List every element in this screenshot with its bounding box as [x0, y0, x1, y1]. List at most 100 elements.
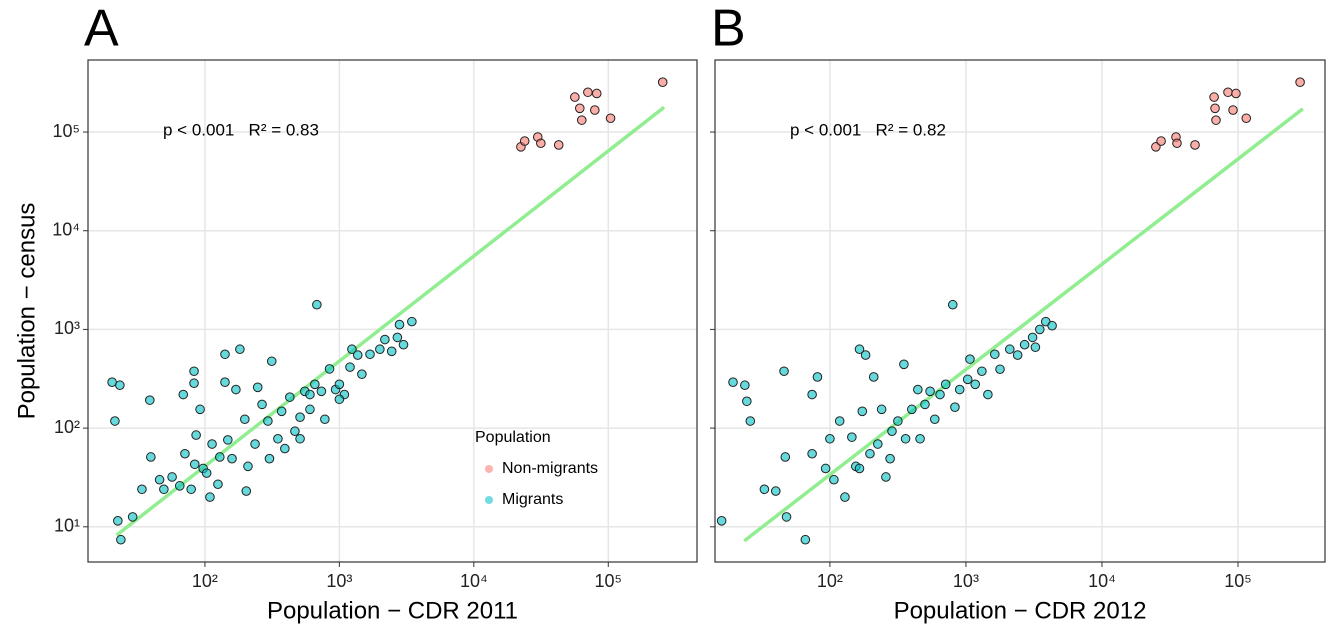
- data-point: [536, 138, 546, 149]
- data-point: [375, 344, 385, 355]
- data-point: [227, 453, 237, 464]
- data-point: [829, 474, 839, 485]
- fit-line: [115, 105, 666, 537]
- data-point: [116, 534, 126, 545]
- data-point: [295, 412, 305, 423]
- x-tick-label: 10³: [953, 571, 979, 591]
- data-point: [257, 399, 267, 410]
- data-point: [252, 382, 263, 393]
- y-tick-label: 10¹: [54, 516, 80, 536]
- data-point: [920, 399, 930, 410]
- data-point: [570, 92, 580, 102]
- data-point: [240, 414, 250, 425]
- panel-label: A: [84, 0, 119, 58]
- data-point: [334, 394, 345, 405]
- data-point: [1190, 140, 1200, 150]
- x-tick-label: 10⁵: [1224, 571, 1251, 591]
- data-point: [305, 389, 315, 400]
- data-point: [576, 115, 587, 125]
- x-tick-label: 10⁴: [460, 571, 488, 591]
- data-point: [995, 364, 1005, 375]
- data-point: [820, 463, 831, 474]
- data-point: [759, 484, 770, 495]
- data-point: [825, 433, 835, 444]
- data-point: [834, 416, 845, 426]
- data-point: [137, 484, 147, 495]
- data-point: [110, 416, 120, 426]
- data-point: [223, 435, 233, 445]
- data-point: [357, 369, 367, 379]
- data-point: [885, 453, 895, 464]
- legend-label: Migrants: [502, 491, 563, 508]
- data-point: [144, 395, 155, 405]
- data-point: [1228, 105, 1238, 115]
- data-point: [812, 372, 823, 382]
- data-point: [977, 366, 987, 377]
- data-point: [900, 433, 911, 444]
- legend-label: Non-migrants: [502, 460, 598, 477]
- panel-background: [715, 60, 1325, 562]
- data-point: [195, 404, 205, 415]
- data-point: [312, 299, 322, 310]
- data-point: [347, 344, 357, 355]
- data-point: [159, 484, 169, 495]
- data-point: [273, 433, 283, 444]
- data-point: [857, 406, 868, 417]
- data-point: [320, 414, 330, 425]
- data-point: [316, 386, 327, 397]
- data-point: [180, 448, 190, 459]
- data-point: [398, 339, 409, 350]
- data-point: [205, 492, 215, 502]
- data-point: [947, 299, 958, 310]
- data-point: [781, 512, 792, 522]
- data-point: [1012, 350, 1023, 360]
- panel-label: B: [711, 0, 746, 58]
- data-point: [840, 492, 850, 502]
- data-point: [1034, 324, 1045, 335]
- data-point: [907, 404, 917, 415]
- data-point: [962, 374, 973, 385]
- data-point: [925, 386, 935, 397]
- data-point: [264, 453, 275, 464]
- data-point: [881, 472, 891, 482]
- data-point: [983, 389, 993, 400]
- data-point: [553, 140, 564, 150]
- data-point: [728, 377, 738, 387]
- data-point: [873, 439, 883, 449]
- y-axis-title: Population − census: [13, 203, 40, 420]
- data-point: [1019, 339, 1030, 350]
- data-point: [1231, 88, 1241, 99]
- data-point: [214, 452, 225, 462]
- data-point: [954, 384, 965, 395]
- data-point: [263, 416, 273, 426]
- data-point: [940, 379, 951, 390]
- data-point: [893, 416, 903, 426]
- data-point: [201, 468, 212, 478]
- x-tick-label: 10²: [817, 571, 843, 591]
- data-point: [1172, 138, 1182, 149]
- data-point: [574, 103, 585, 114]
- data-point: [186, 484, 196, 495]
- legend-title: Population: [475, 429, 551, 446]
- data-point: [865, 448, 875, 459]
- data-point: [324, 364, 335, 374]
- y-tick-label: 10²: [54, 417, 80, 437]
- data-point: [305, 404, 315, 415]
- data-point: [115, 380, 125, 391]
- data-point: [365, 349, 375, 360]
- data-point: [167, 472, 177, 482]
- data-point: [583, 87, 593, 98]
- data-point: [929, 414, 940, 425]
- data-point: [854, 463, 865, 474]
- data-point: [1047, 320, 1057, 331]
- y-tick-label: 10⁴: [52, 219, 80, 239]
- data-point: [113, 516, 123, 526]
- data-point: [290, 426, 300, 437]
- x-tick-label: 10²: [192, 571, 218, 591]
- data-point: [913, 384, 923, 395]
- data-point: [334, 379, 345, 390]
- data-point: [231, 384, 241, 395]
- data-point: [191, 430, 201, 440]
- data-point: [213, 479, 223, 490]
